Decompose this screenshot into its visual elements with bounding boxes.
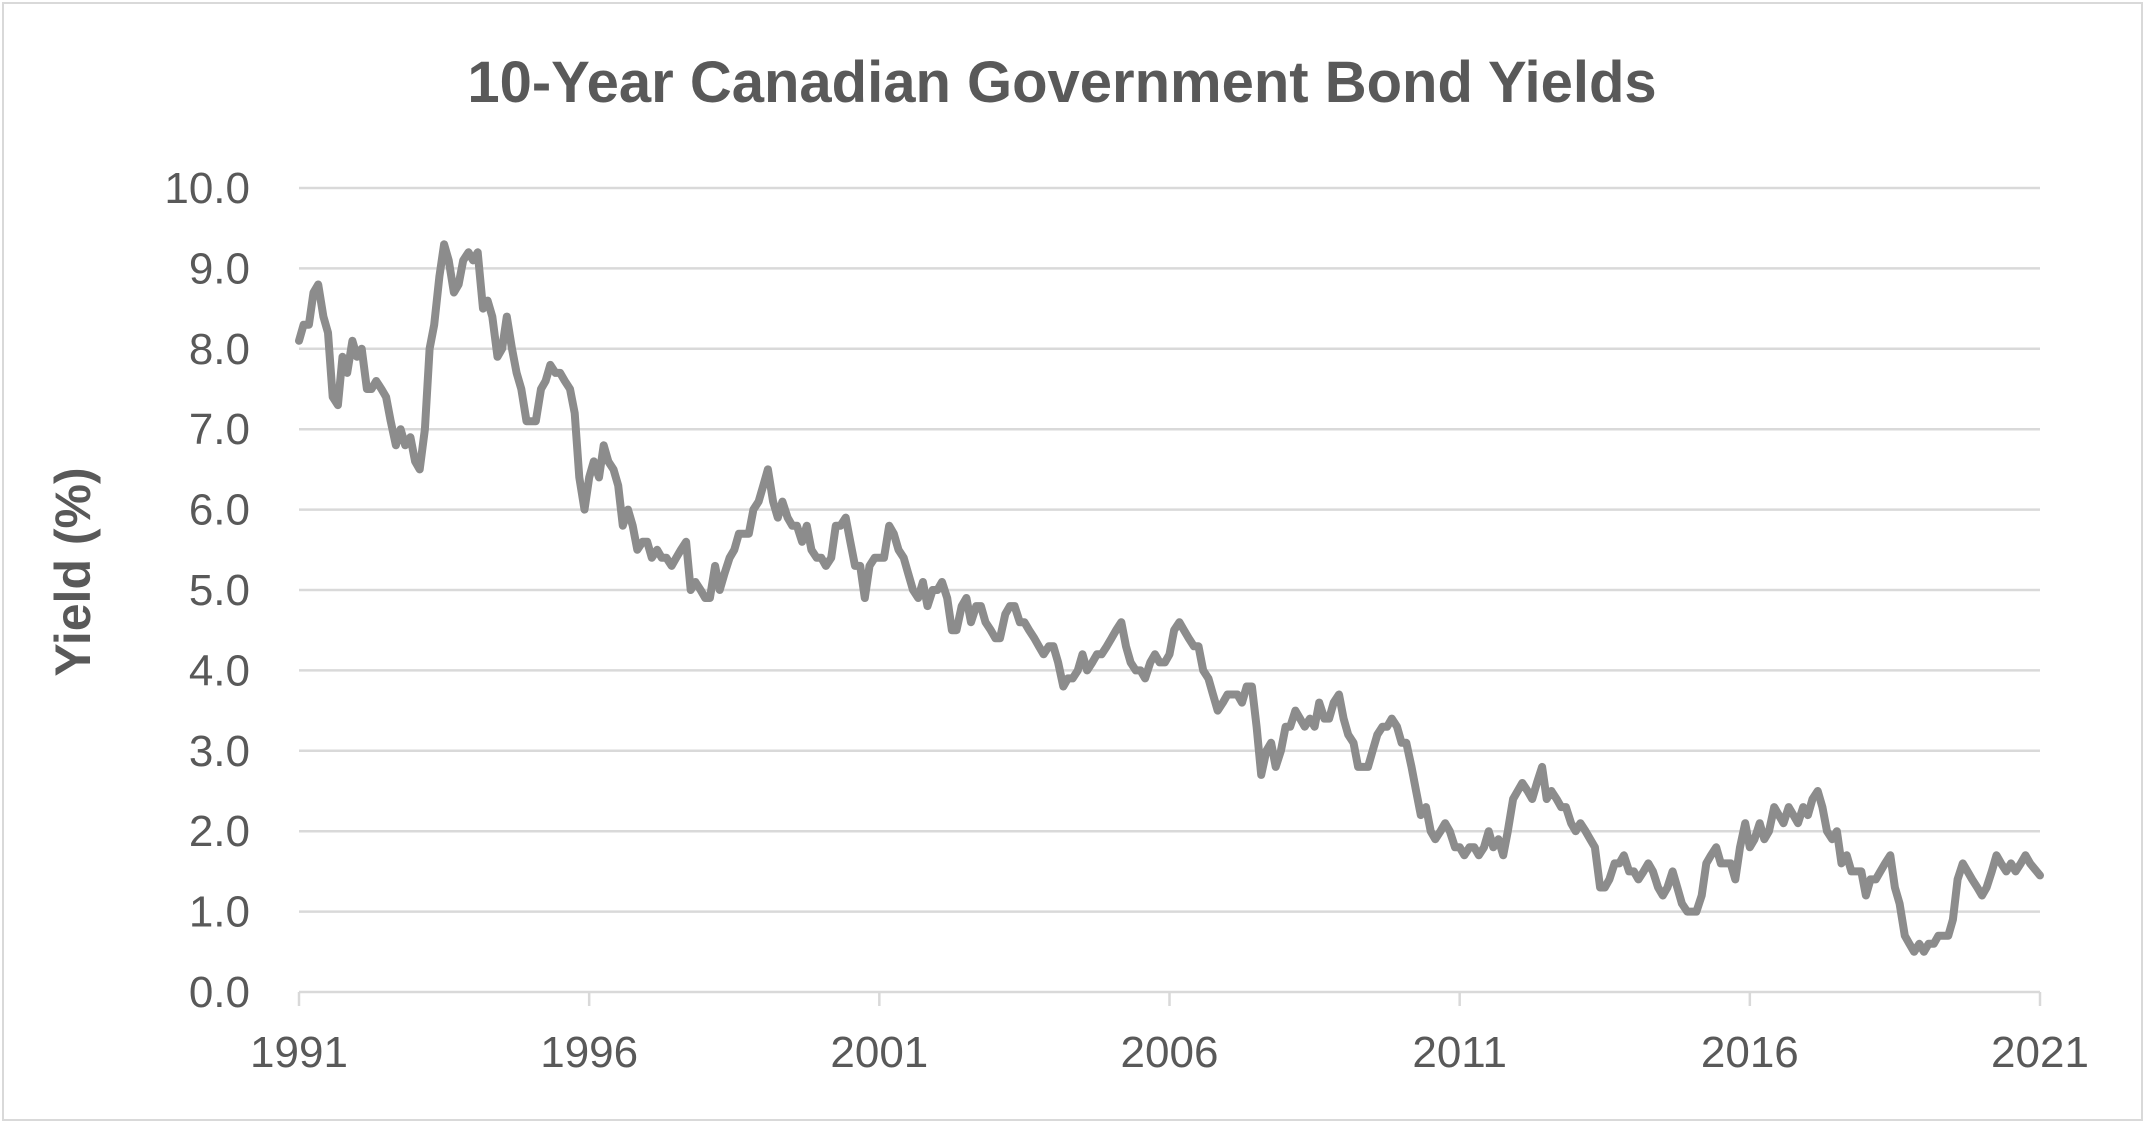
x-tick-label: 2011: [1412, 1028, 1507, 1077]
y-tick-label: 5.0: [189, 566, 250, 615]
x-tick-label: 2006: [1121, 1028, 1219, 1077]
x-tick-label: 2001: [830, 1028, 928, 1077]
y-tick-label: 3.0: [189, 727, 250, 776]
yield-series-line: [295, 240, 2044, 956]
y-tick-label: 2.0: [189, 807, 250, 856]
y-tick-label: 10.0: [164, 164, 250, 213]
y-axis-label: Yield (%): [45, 467, 101, 676]
y-tick-label: 8.0: [189, 325, 250, 374]
y-tick-label: 7.0: [189, 405, 250, 454]
y-tick-label: 1.0: [189, 888, 250, 937]
x-tick-label: 1991: [250, 1028, 348, 1077]
y-tick-label: 6.0: [189, 486, 250, 535]
y-tick-labels: 0.0 1.0 2.0 3.0 4.0 5.0 6.0 7.0 8.0 9.0 10.0: [164, 164, 250, 1017]
x-tick-label: 1996: [540, 1028, 638, 1077]
x-tick-label: 2016: [1701, 1028, 1799, 1077]
gridlines: [299, 186, 2040, 913]
x-tick-labels: 1991 1996 2001 2006 2011 2016 2021: [250, 992, 2089, 1077]
x-tick-label: 2021: [1991, 1028, 2089, 1077]
y-tick-label: 9.0: [189, 244, 250, 293]
chart-title: 10-Year Canadian Government Bond Yields: [467, 50, 1656, 115]
y-tick-label: 4.0: [189, 646, 250, 695]
y-tick-label: 0.0: [189, 968, 250, 1017]
